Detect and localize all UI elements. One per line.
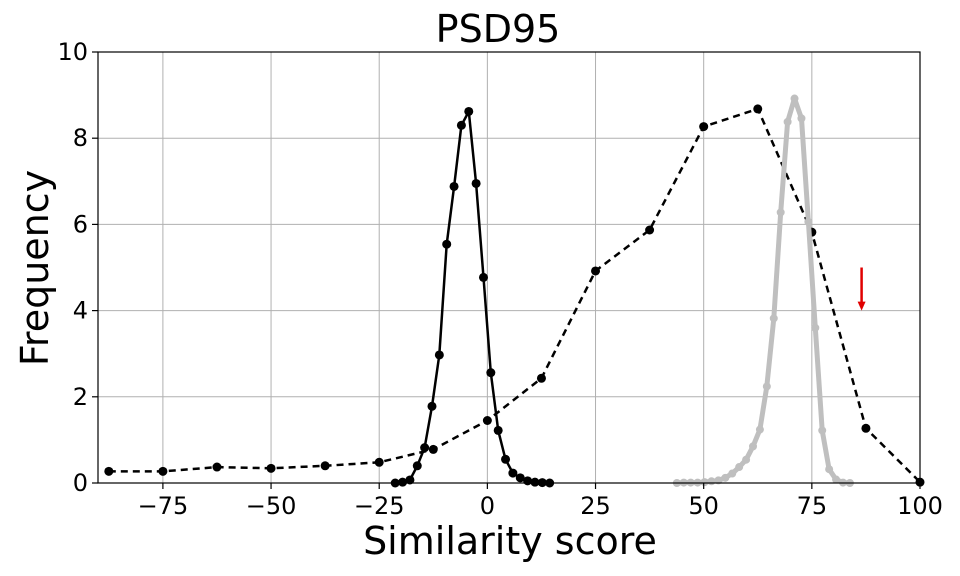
- data-point: [515, 473, 525, 483]
- x-tick-label: 25: [580, 492, 611, 520]
- x-axis-ticks: −75 −50 −25 0 25 50 75 100: [138, 483, 943, 520]
- y-tick-label: 8: [73, 124, 88, 152]
- chart-title: PSD95: [436, 7, 561, 51]
- data-point: [158, 466, 168, 476]
- data-point: [464, 106, 474, 116]
- data-point: [749, 442, 758, 451]
- grid-lines: [98, 51, 921, 484]
- data-point: [266, 463, 276, 473]
- data-point: [536, 373, 546, 383]
- data-point: [825, 465, 834, 474]
- data-point: [742, 455, 751, 464]
- plot-series: [104, 94, 925, 488]
- data-point: [405, 475, 415, 485]
- y-tick-label: 0: [73, 469, 88, 497]
- y-axis-ticks: 0 2 4 6 8 10: [57, 38, 98, 497]
- data-point: [728, 469, 737, 478]
- data-point: [486, 368, 496, 378]
- data-point: [783, 117, 792, 126]
- data-point: [320, 461, 330, 471]
- x-tick-label: −75: [138, 492, 189, 520]
- data-point: [811, 323, 820, 332]
- data-point: [818, 426, 827, 435]
- data-point: [420, 443, 430, 453]
- data-point: [449, 181, 459, 191]
- data-point: [456, 120, 466, 130]
- data-point: [700, 478, 709, 487]
- y-tick-label: 6: [73, 210, 88, 238]
- data-point: [591, 266, 601, 276]
- x-tick-label: −25: [354, 492, 405, 520]
- x-axis-label: Similarity score: [363, 519, 657, 563]
- data-point: [804, 217, 813, 226]
- data-point: [471, 178, 481, 188]
- data-point: [790, 94, 799, 103]
- x-tick-label: 100: [897, 492, 943, 520]
- data-point: [762, 382, 771, 391]
- data-point: [861, 423, 871, 433]
- data-point: [769, 314, 778, 323]
- plot-frame: [97, 51, 921, 484]
- series-line: [395, 110, 550, 485]
- data-point: [645, 225, 655, 235]
- data-point: [508, 468, 518, 478]
- y-tick-label: 2: [73, 383, 88, 411]
- data-point: [104, 466, 114, 476]
- data-point: [442, 239, 452, 249]
- x-tick-label: −50: [246, 492, 297, 520]
- data-point: [753, 104, 763, 114]
- x-tick-label: 50: [688, 492, 719, 520]
- data-point: [501, 454, 511, 464]
- data-point: [832, 475, 841, 484]
- data-point: [434, 350, 444, 360]
- x-tick-label: 75: [797, 492, 828, 520]
- data-point: [482, 416, 492, 426]
- data-point: [427, 401, 437, 411]
- red-arrow-head: [857, 301, 866, 311]
- data-point: [707, 477, 716, 486]
- data-point: [735, 463, 744, 472]
- data-point: [478, 272, 488, 282]
- series-line: [108, 107, 921, 483]
- y-tick-label: 10: [57, 38, 88, 66]
- data-point: [212, 462, 222, 472]
- y-tick-label: 4: [73, 297, 88, 325]
- series-2: [104, 104, 925, 487]
- data-point: [721, 473, 730, 482]
- data-point: [412, 461, 422, 471]
- y-axis-label: Frequency: [13, 170, 57, 366]
- series-1: [390, 106, 555, 488]
- data-point: [776, 208, 785, 217]
- data-point: [374, 457, 384, 467]
- data-point: [755, 425, 764, 434]
- data-point: [398, 477, 408, 487]
- data-point: [428, 444, 438, 454]
- data-point: [699, 122, 709, 132]
- data-point: [530, 477, 540, 487]
- series-line: [676, 96, 851, 486]
- x-tick-label: 0: [480, 492, 495, 520]
- annotations: [857, 267, 866, 311]
- data-point: [493, 425, 503, 435]
- data-point: [797, 114, 806, 123]
